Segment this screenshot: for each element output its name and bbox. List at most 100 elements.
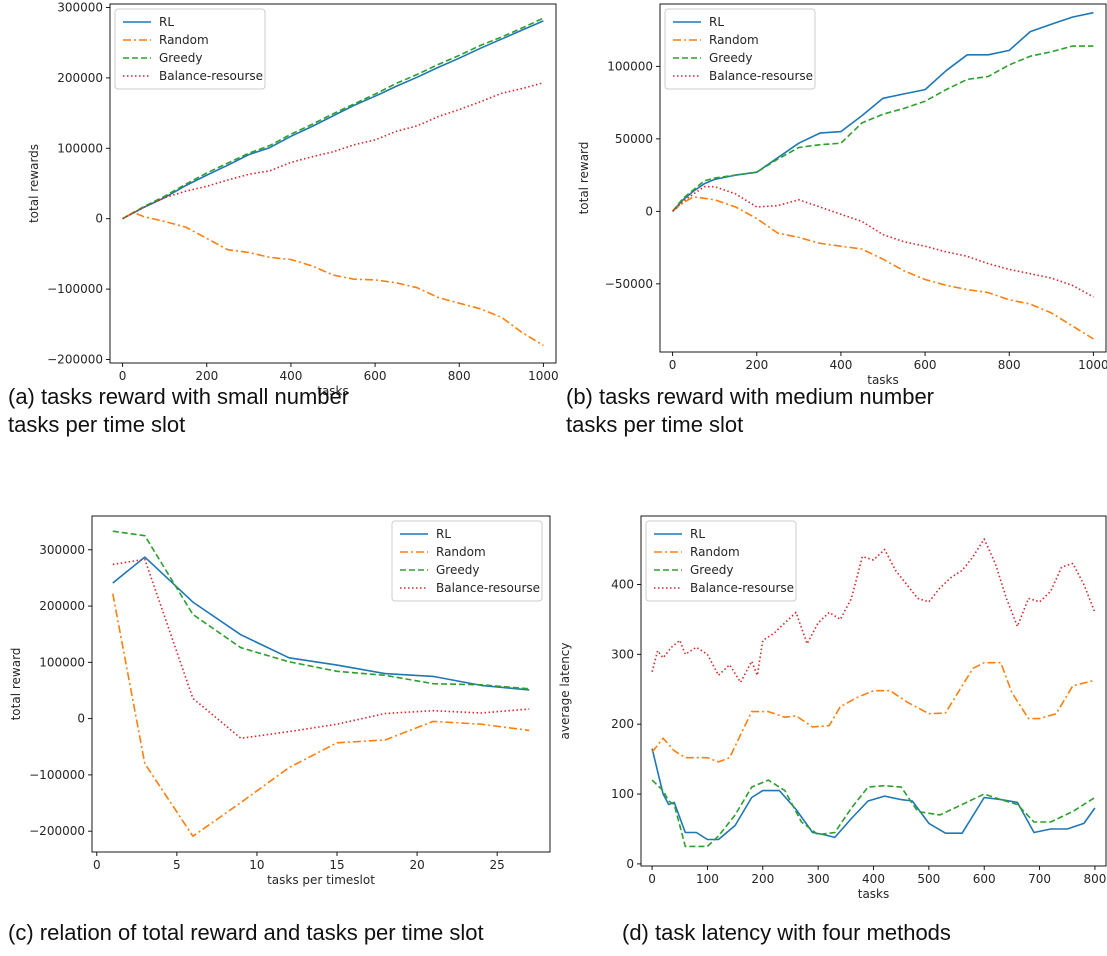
y-tick-label-c: 100000 bbox=[39, 655, 85, 669]
y-tick-label-c: −200000 bbox=[29, 824, 85, 838]
caption-c: (c) relation of total reward and tasks p… bbox=[8, 920, 484, 945]
series-line-b-random bbox=[672, 196, 1094, 340]
series-line-d-balance-resourse bbox=[651, 538, 1096, 684]
y-tick-label-a: 300000 bbox=[57, 1, 103, 15]
y-tick-label-d: 100 bbox=[611, 787, 634, 801]
caption-a-line-1: (a) tasks reward with small number bbox=[8, 384, 349, 409]
series-line-c-balance-resourse bbox=[112, 558, 530, 740]
legend-label-b: Random bbox=[709, 33, 759, 47]
plot-frame-c bbox=[91, 515, 551, 853]
series-line-b-balance-resourse bbox=[672, 185, 1094, 298]
x-tick-label-d: 200 bbox=[751, 872, 774, 886]
x-tick-label-c: 20 bbox=[409, 858, 424, 872]
y-tick-label-a: 0 bbox=[95, 212, 103, 226]
legend-label-c: RL bbox=[436, 527, 451, 541]
x-tick-label-a: 600 bbox=[364, 369, 387, 383]
x-tick-label-d: 100 bbox=[696, 872, 719, 886]
chart-d: 0 100 200 300 400 500 600 700 8000100200300400ta… bbox=[558, 515, 1107, 901]
x-axis-label-c: tasks per timeslot bbox=[267, 873, 375, 887]
caption-d: (d) task latency with four methods bbox=[622, 920, 951, 945]
series-line-c-random bbox=[112, 593, 530, 838]
x-tick-label-d: 500 bbox=[917, 872, 940, 886]
y-tick-label-a: 200000 bbox=[57, 71, 103, 85]
x-tick-label-d: 300 bbox=[807, 872, 830, 886]
x-tick-label-d: 800 bbox=[1083, 872, 1106, 886]
legend-label-b: Balance-resourse bbox=[709, 69, 813, 83]
x-tick-label-b: 0 bbox=[669, 358, 677, 372]
series-line-d-rl bbox=[651, 748, 1096, 841]
legend-a bbox=[114, 8, 266, 90]
x-tick-label-b: 1000 bbox=[1078, 358, 1107, 372]
y-tick-label-d: 0 bbox=[626, 857, 634, 871]
series-line-b-rl bbox=[672, 11, 1094, 212]
series-line-a-rl bbox=[122, 20, 544, 220]
y-axis-label-a: total rewards bbox=[27, 144, 41, 223]
legend-label-d: Balance-resourse bbox=[690, 581, 794, 595]
y-tick-label-d: 400 bbox=[611, 577, 634, 591]
x-tick-label-c: 25 bbox=[490, 858, 505, 872]
series-line-c-rl bbox=[112, 556, 530, 691]
x-axis-label-d: tasks bbox=[858, 887, 890, 901]
x-tick-label-c: 5 bbox=[173, 858, 181, 872]
x-tick-label-b: 400 bbox=[829, 358, 852, 372]
x-tick-label-c: 10 bbox=[249, 858, 264, 872]
caption-b-line-1: (b) tasks reward with medium number bbox=[566, 384, 934, 409]
legend-label-a: Greedy bbox=[159, 51, 202, 65]
series-line-d-random bbox=[651, 661, 1096, 763]
y-tick-label-d: 300 bbox=[611, 647, 634, 661]
x-tick-label-d: 600 bbox=[973, 872, 996, 886]
chart-c: 0 5 10 15 20 25 −200000 −100000 0 100000 200000 300… bbox=[9, 515, 551, 887]
legend-label-d: Random bbox=[690, 545, 740, 559]
y-tick-label-a: 100000 bbox=[57, 141, 103, 155]
legend-label-a: Random bbox=[159, 33, 209, 47]
y-tick-label-c: 200000 bbox=[39, 599, 85, 613]
x-axis-label-b: tasks bbox=[867, 373, 899, 387]
legend-label-d: RL bbox=[690, 527, 705, 541]
series-line-c-greedy bbox=[112, 530, 530, 690]
x-tick-label-c: 0 bbox=[93, 858, 101, 872]
legend-b bbox=[664, 8, 816, 90]
x-tick-label-a: 200 bbox=[195, 369, 218, 383]
x-tick-label-d: 700 bbox=[1028, 872, 1051, 886]
series-line-b-greedy bbox=[671, 45, 1094, 212]
legend-label-b: Greedy bbox=[709, 51, 752, 65]
x-tick-label-a: 0 bbox=[119, 369, 127, 383]
legend-label-a: Balance-resourse bbox=[159, 69, 263, 83]
legend-label-b: RL bbox=[709, 15, 724, 29]
caption-b-line-2: tasks per time slot bbox=[566, 412, 743, 437]
y-axis-label-b: total reward bbox=[577, 142, 591, 215]
series-line-a-greedy bbox=[122, 17, 544, 220]
legend-label-c: Random bbox=[436, 545, 486, 559]
legend-label-d: Greedy bbox=[690, 563, 733, 577]
y-tick-label-b: −50000 bbox=[605, 277, 653, 291]
legend-label-a: RL bbox=[159, 15, 174, 29]
x-tick-label-d: 0 bbox=[648, 872, 656, 886]
chart-a: 0 200 400 600 800 1000 −200000 −100000 0 100000 20… bbox=[27, 1, 559, 398]
y-tick-label-a: −200000 bbox=[47, 352, 103, 366]
y-tick-label-c: 0 bbox=[77, 712, 85, 726]
x-tick-label-c: 15 bbox=[329, 858, 344, 872]
x-tick-label-b: 200 bbox=[745, 358, 768, 372]
y-axis-label-d: average latency bbox=[558, 642, 572, 739]
y-tick-label-b: 0 bbox=[645, 204, 653, 218]
x-tick-label-d: 400 bbox=[862, 872, 885, 886]
y-tick-label-b: 50000 bbox=[615, 132, 653, 146]
series-line-a-random bbox=[122, 211, 544, 347]
legend-label-c: Greedy bbox=[436, 563, 479, 577]
series-line-a-balance-resourse bbox=[122, 82, 544, 220]
x-axis-label-a: tasks bbox=[317, 384, 349, 398]
legend-c bbox=[391, 520, 543, 602]
y-tick-label-c: 300000 bbox=[39, 543, 85, 557]
y-tick-label-b: 100000 bbox=[607, 59, 653, 73]
chart-b: 0 200 400 600 800 1000 −50000 0 50000 100000 tasks… bbox=[577, 3, 1107, 387]
legend-label-c: Balance-resourse bbox=[436, 581, 540, 595]
plot-frame-b bbox=[659, 3, 1107, 353]
plot-frame-a bbox=[109, 3, 557, 364]
caption-a-line-2: tasks per time slot bbox=[8, 412, 185, 437]
series-line-d-greedy bbox=[651, 779, 1096, 848]
legend-d bbox=[645, 520, 797, 602]
y-tick-label-d: 200 bbox=[611, 717, 634, 731]
x-tick-label-a: 1000 bbox=[528, 369, 559, 383]
y-tick-label-a: −100000 bbox=[47, 282, 103, 296]
